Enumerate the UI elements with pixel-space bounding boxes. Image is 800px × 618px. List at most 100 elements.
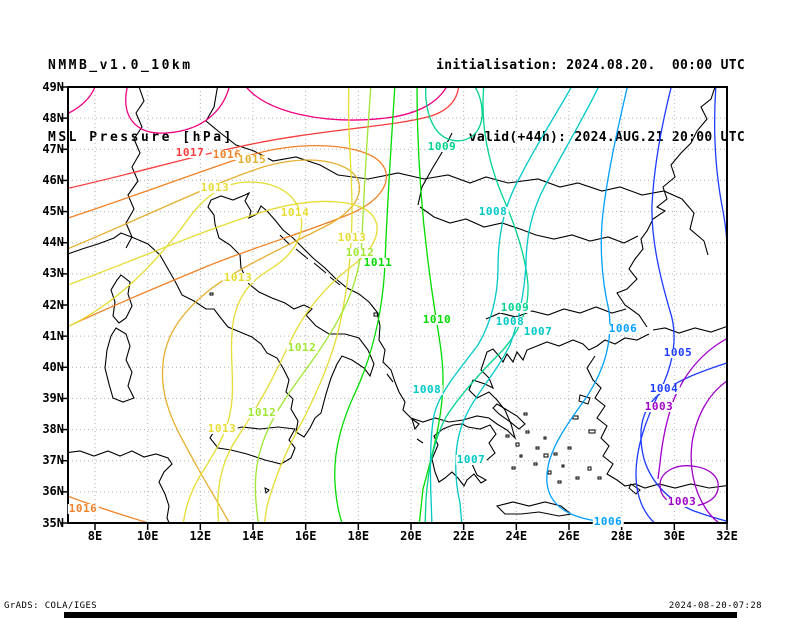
contour-1004 [640, 362, 727, 522]
contour-1002 [690, 380, 727, 523]
border-north-greece [485, 306, 627, 320]
contour-1013 [68, 181, 303, 523]
coastlines-borders [68, 87, 727, 523]
lat-label: 38N [42, 422, 64, 437]
contour-label-1006: 1006 [607, 322, 639, 335]
lon-label: 26E [558, 529, 580, 543]
axis-ticks [61, 86, 728, 530]
contour-label-1009: 1009 [499, 301, 531, 314]
lat-label: 39N [42, 390, 64, 405]
lon-label: 14E [242, 529, 264, 543]
island-corsica [110, 274, 133, 324]
lat-label: 46N [42, 172, 64, 187]
lat-label: 35N [42, 515, 64, 530]
contour-1009 [425, 87, 483, 142]
lat-label: 44N [42, 235, 64, 250]
island-malta [264, 487, 270, 495]
lon-label: 18E [347, 529, 370, 543]
island-sardinia [104, 327, 135, 403]
contour-1005 [635, 87, 675, 523]
island-sicily [209, 426, 296, 465]
contour-1015 [68, 159, 361, 523]
field-name: MSL Pressure [hPa] [48, 130, 234, 145]
coast-tunisia [68, 450, 173, 523]
contour-label-1012: 1012 [344, 246, 376, 259]
contour-label-1013: 1013 [206, 422, 238, 435]
valid-time: valid(+44h): 2024.AUG.21 20:00 UTC [468, 130, 745, 145]
contour-1014 [68, 200, 378, 523]
contour-1018 [125, 87, 230, 134]
contour-label-1017: 1017 [174, 146, 206, 159]
contour-label-1016: 1016 [67, 502, 99, 515]
coast-italy-adriatic-greece [68, 191, 650, 440]
lat-label: 43N [42, 266, 64, 281]
lon-label: 10E [136, 529, 159, 543]
island-crete [495, 501, 573, 517]
contour-1018 [245, 87, 448, 121]
header-left: NMMB_v1.0_10km MSL Pressure [hPa] [48, 6, 234, 174]
contour-label-1005: 1005 [662, 346, 694, 359]
islands-aegean [209, 292, 641, 495]
contour-label-1004: 1004 [648, 382, 680, 395]
lat-label: 48N [42, 110, 64, 125]
lon-label: 22E [452, 529, 475, 543]
pressure-contours [68, 87, 727, 523]
border-danube [419, 206, 639, 244]
contour-label-1003: 1003 [666, 495, 698, 508]
lon-label: 20E [400, 529, 422, 543]
contour-1016 [68, 495, 151, 523]
lat-label: 42N [42, 297, 64, 312]
lat-label: 45N [42, 204, 64, 219]
coast-turkey-aegean [586, 355, 727, 489]
contour-1004 [714, 87, 727, 254]
lat-label: 47N [42, 141, 64, 156]
lat-label: 41N [42, 328, 64, 343]
contour-label-1013: 1013 [199, 181, 231, 194]
lat-label: 40N [42, 359, 64, 374]
contour-label-1014: 1014 [279, 206, 311, 219]
contour-1008 [429, 87, 573, 523]
contour-1003 [657, 337, 727, 480]
contour-label-1013: 1013 [222, 271, 254, 284]
coast-turkey-blacksea [652, 325, 727, 334]
border-france-italy [125, 87, 145, 249]
lon-label: 30E [663, 529, 686, 543]
lon-label: 12E [189, 529, 212, 543]
island-euboea [492, 403, 526, 430]
map-frame [67, 86, 728, 524]
contour-label-1012: 1012 [246, 406, 278, 419]
lat-label: 36N [42, 484, 64, 499]
lon-label: 32E [716, 529, 738, 543]
contour-label-1016: 1016 [211, 148, 243, 161]
contour-label-1007: 1007 [455, 453, 487, 466]
contour-label-1009: 1009 [426, 140, 458, 153]
lon-label: 16E [294, 529, 317, 543]
lat-label: 37N [42, 453, 64, 468]
header-right: initialisation: 2024.08.20. 00:00 UTC va… [436, 6, 745, 174]
contour-1016 [68, 145, 388, 328]
contour-label-1015: 1015 [236, 153, 268, 166]
contour-label-1007: 1007 [522, 325, 554, 338]
grads-credit: GrADS: COLA/IGES [4, 601, 98, 611]
contour-label-1011: 1011 [362, 256, 394, 269]
pressure-map [61, 86, 728, 530]
coast-blacksea-west [616, 87, 716, 328]
lon-label: 24E [505, 529, 528, 543]
border-alps-carpathians [205, 87, 709, 256]
contour-1006 [546, 87, 628, 523]
model-name: NMMB_v1.0_10km [48, 58, 193, 73]
render-timestamp: 2024-08-20-07:28 [668, 601, 762, 611]
lon-label: 28E [610, 529, 633, 543]
contour-1013 [263, 87, 353, 523]
contour-label-1008: 1008 [411, 383, 443, 396]
contour-label-1003: 1003 [643, 400, 675, 413]
bottom-bar [64, 612, 737, 618]
contour-label-1013: 1013 [336, 231, 368, 244]
contour-label-1006: 1006 [592, 515, 624, 528]
contour-1017 [68, 87, 460, 189]
islands-croatia [279, 234, 341, 286]
islands-ionian [386, 373, 424, 444]
init-time: initialisation: 2024.08.20. 00:00 UTC [436, 58, 745, 73]
contour-label-1008: 1008 [477, 205, 509, 218]
